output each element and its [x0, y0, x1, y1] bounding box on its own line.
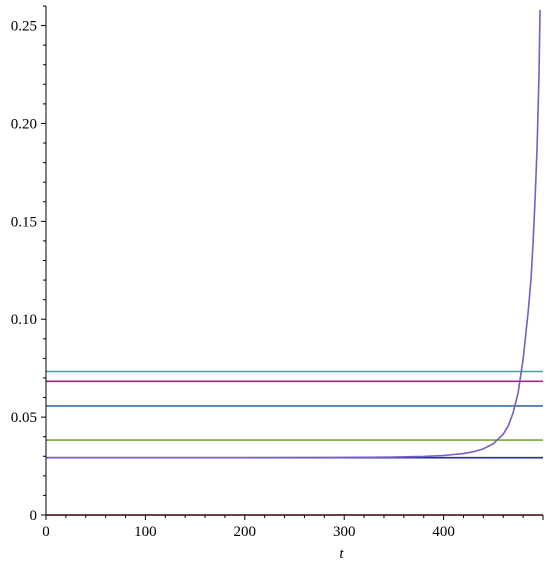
x-tick-label: 400 — [432, 524, 455, 540]
x-tick-label: 0 — [42, 524, 50, 540]
x-axis-title: t — [339, 546, 344, 562]
y-tick-label: 0.10 — [11, 312, 37, 328]
series-layer — [46, 9, 543, 516]
x-tick-label: 300 — [333, 524, 356, 540]
ticks-layer: 0 100 200 300 400 0 0.05 0.10 0.15 0.20 0.25 — [11, 5, 544, 540]
y-tick-label: 0 — [30, 508, 38, 524]
y-tick-label: 0.15 — [11, 214, 37, 230]
x-tick-label: 200 — [234, 524, 257, 540]
y-tick-label: 0.25 — [11, 19, 37, 35]
series-line-7 — [46, 9, 541, 459]
x-tick-label: 100 — [134, 524, 157, 540]
y-tick-label: 0.20 — [11, 116, 37, 132]
y-tick-label: 0.05 — [11, 410, 37, 426]
